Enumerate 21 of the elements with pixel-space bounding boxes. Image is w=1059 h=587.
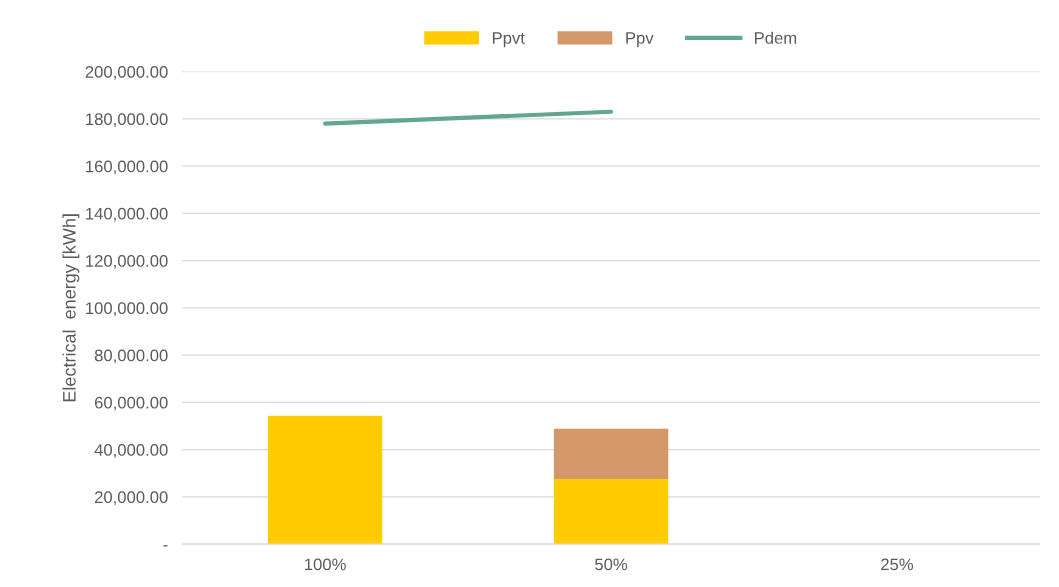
y-tick-label: - (163, 545, 168, 547)
y-tick-label: 120,000.00 (86, 255, 168, 269)
y-axis-title: Electrical energy [kWh] (62, 214, 80, 402)
x-tick-label: 25% (881, 558, 914, 571)
y-tick-label: 200,000.00 (85, 66, 168, 80)
legend-label: Ppvt (492, 32, 525, 48)
bar (553, 428, 669, 479)
y-tick-label: 180,000.00 (86, 113, 168, 128)
y-tick-label: 140,000.00 (86, 207, 168, 222)
y-tick-label: 100,000.00 (86, 302, 168, 317)
y-tick-label: 60,000.00 (94, 396, 168, 411)
legend-label: Ppv (626, 32, 654, 48)
bar (267, 415, 383, 545)
x-tick-label: 100% (305, 558, 346, 571)
bar (553, 478, 669, 545)
y-tick-label: 40,000.00 (94, 444, 168, 458)
y-tick-label: 20,000.00 (94, 491, 168, 506)
y-tick-label: 80,000.00 (94, 349, 168, 364)
y-tick-label: 160,000.00 (86, 160, 168, 175)
legend-label: Pdem (755, 31, 797, 44)
x-tick-label: 50% (595, 558, 628, 571)
